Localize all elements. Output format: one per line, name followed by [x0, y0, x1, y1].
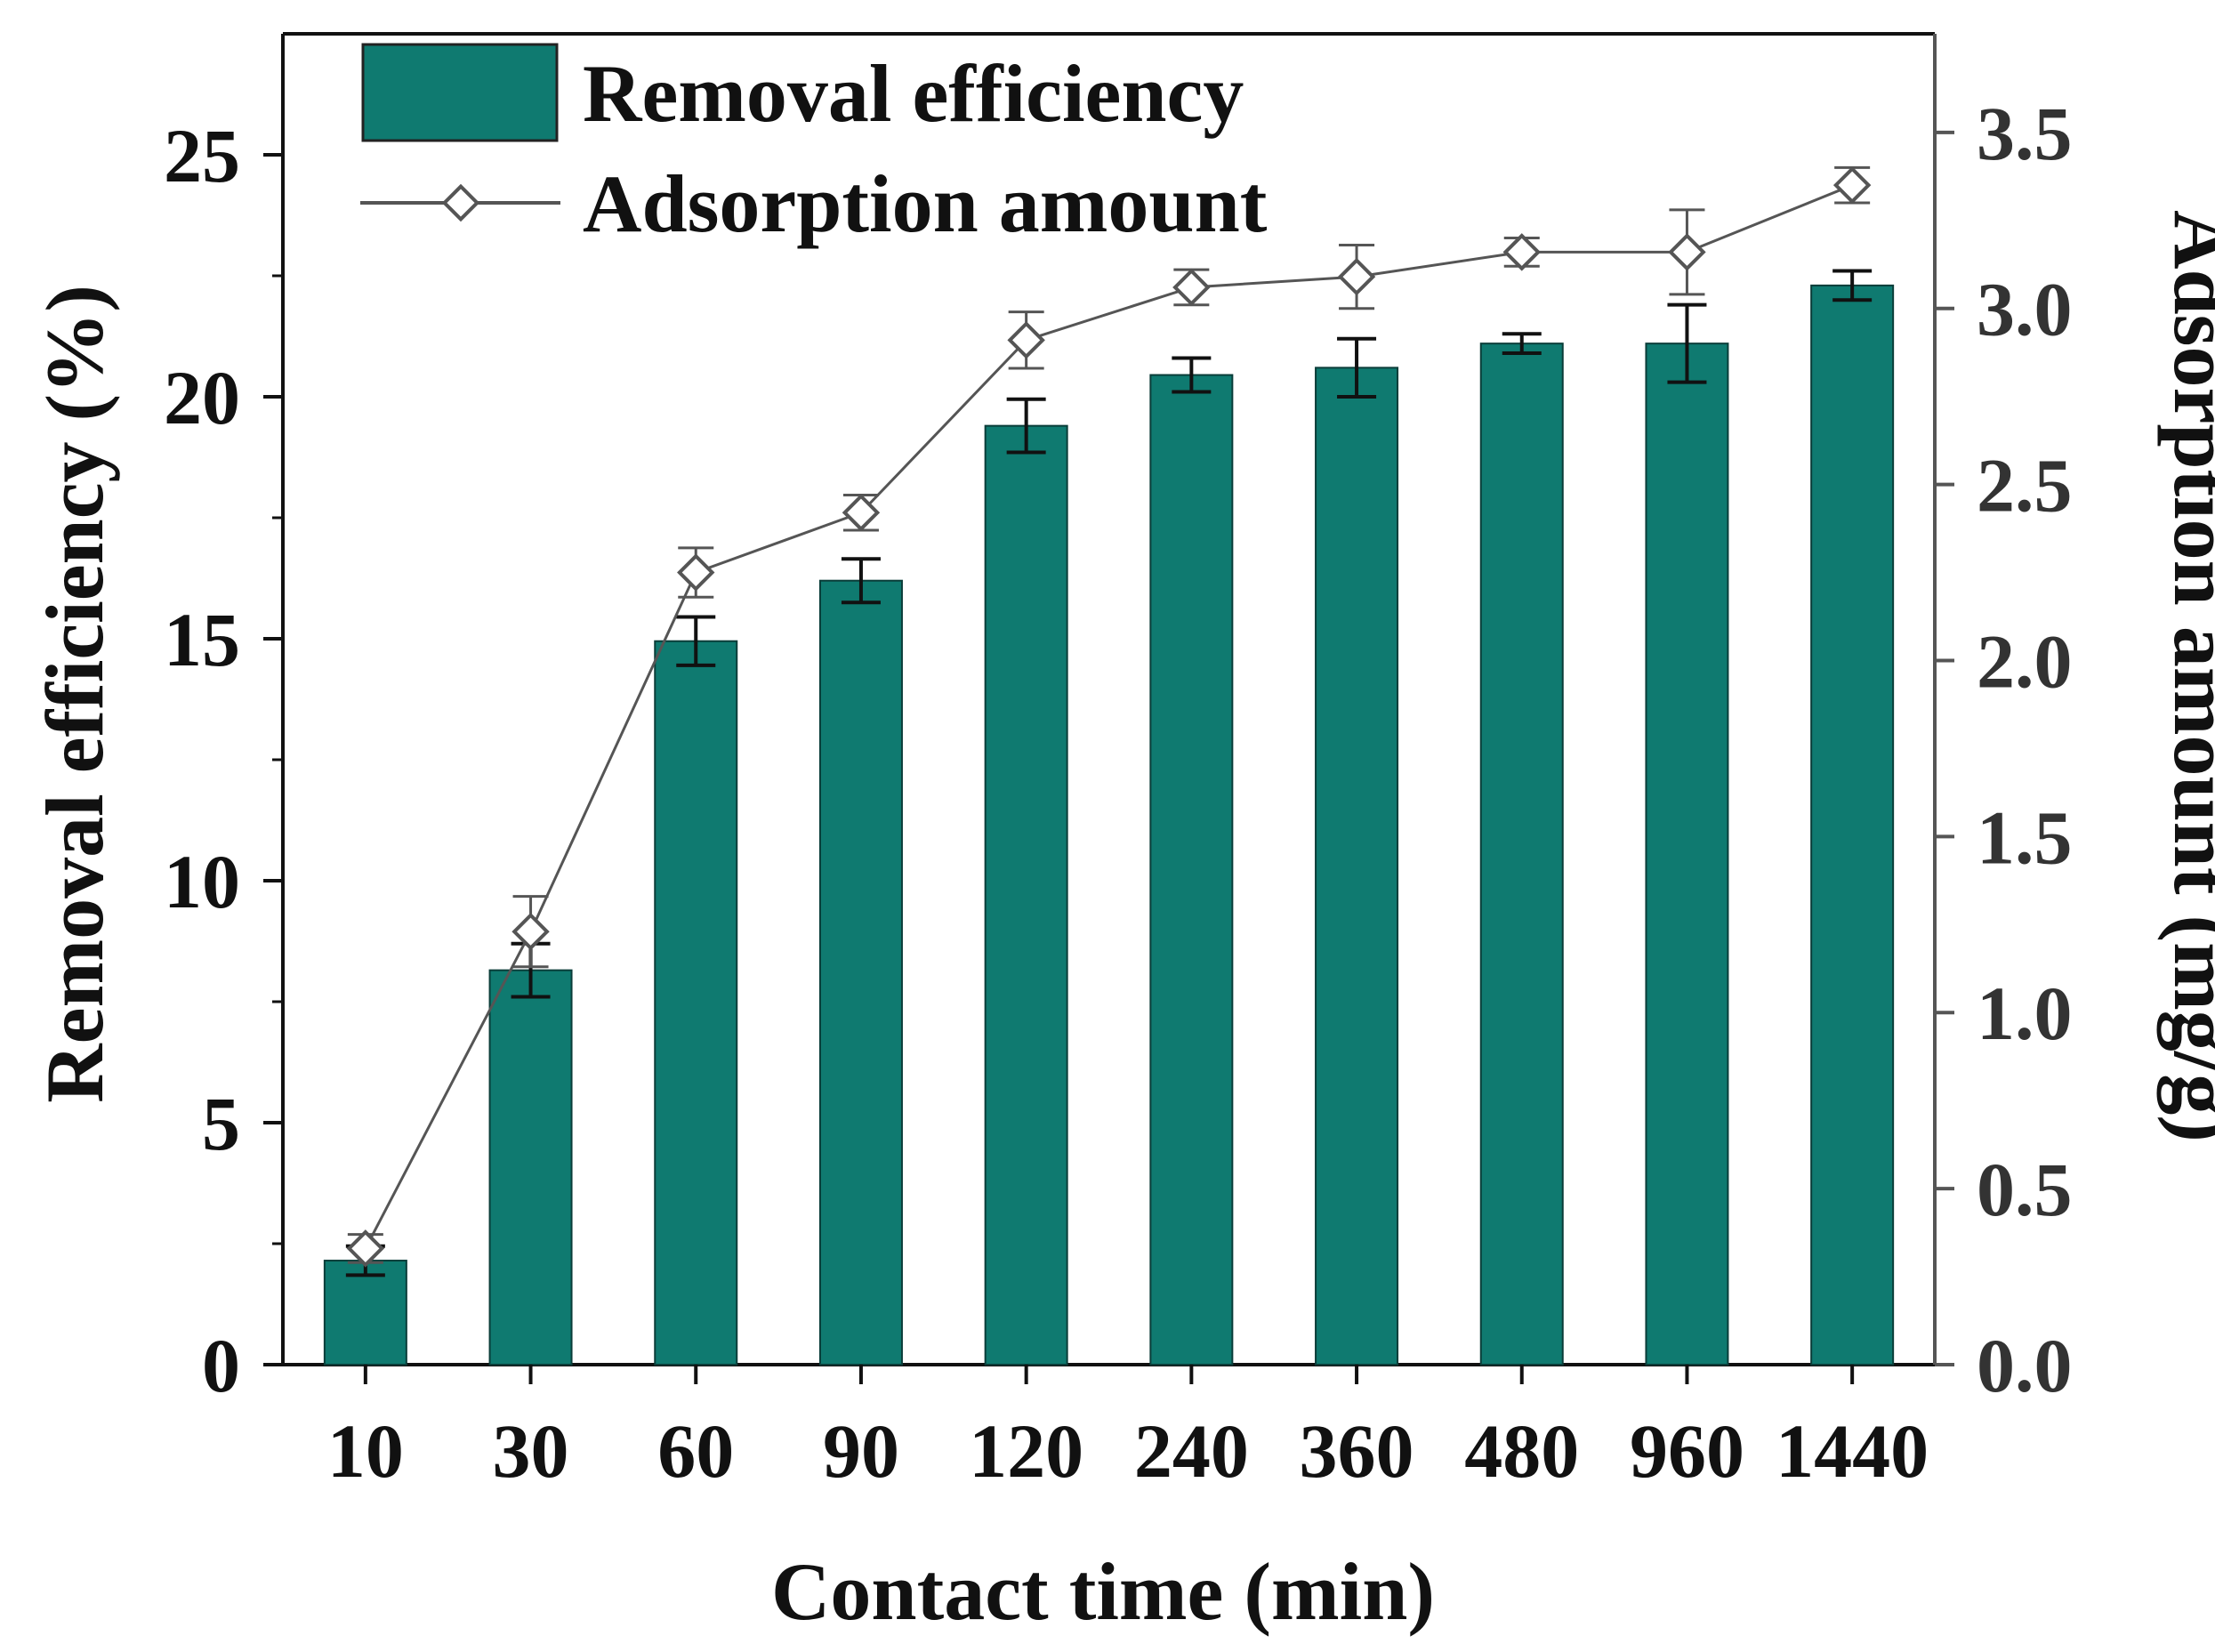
y-right-tick-label: 2.5 [1977, 443, 2073, 528]
point-adsorption-amount-480 [1502, 233, 1541, 271]
y-left-tick-label: 20 [164, 355, 240, 440]
bars-layer [323, 269, 1895, 1366]
line-adsorption-amount [364, 183, 1853, 1250]
bar-removal-efficiency-10 [323, 1260, 407, 1366]
point-adsorption-amount-1440 [1832, 165, 1872, 205]
y-right-tick-label: 0.5 [1977, 1147, 2073, 1232]
x-tick-label: 10 [327, 1408, 404, 1494]
bar-removal-efficiency-30 [488, 969, 573, 1366]
y-left-tick-label: 10 [164, 839, 240, 924]
x-tick-label: 360 [1300, 1408, 1414, 1494]
point-adsorption-amount-90 [842, 494, 881, 532]
x-tick-label: 480 [1464, 1408, 1579, 1494]
point-adsorption-amount-30 [511, 912, 550, 951]
y-right-tick-label: 1.5 [1977, 794, 2073, 880]
y-right-tick-label: 2.0 [1977, 618, 2073, 704]
x-tick-label: 240 [1134, 1408, 1249, 1494]
line-layer [346, 165, 1872, 1268]
y-right-tick-label: 3.0 [1977, 267, 2073, 352]
legend-label-removal-efficiency: Removal efficiency [583, 48, 1244, 139]
x-tick-label: 960 [1630, 1408, 1744, 1494]
y-left-tick-label: 15 [164, 597, 240, 682]
y-right-tick-label: 0.0 [1977, 1323, 2073, 1408]
x-tick-label: 30 [493, 1408, 569, 1494]
bar-removal-efficiency-240 [1149, 374, 1234, 1366]
x-tick-label: 90 [823, 1408, 899, 1494]
y-left-tick-label: 25 [164, 113, 240, 198]
legend-bar-swatch [361, 43, 559, 142]
bar-removal-efficiency-1440 [1810, 284, 1895, 1366]
x-tick-label: 120 [969, 1408, 1083, 1494]
y-left-tick-label: 0 [202, 1323, 240, 1408]
y-right-tick-label: 3.5 [1977, 91, 2073, 176]
bar-removal-efficiency-360 [1315, 367, 1399, 1366]
y-left-axis-title: Removal efficiency (%) [29, 285, 120, 1103]
bar-removal-efficiency-960 [1645, 342, 1729, 1366]
x-tick-label: 60 [657, 1408, 734, 1494]
y-right-tick-label: 1.0 [1977, 971, 2073, 1056]
legend-diamond-marker [441, 183, 480, 222]
point-adsorption-amount-240 [1172, 268, 1211, 307]
bar-removal-efficiency-120 [984, 424, 1068, 1366]
point-adsorption-amount-120 [1007, 321, 1045, 359]
bar-removal-efficiency-480 [1479, 342, 1564, 1366]
x-tick-label: 1440 [1776, 1408, 1929, 1494]
y-right-axis-title: Adsorption amount (mg/g) [2157, 210, 2215, 1142]
point-adsorption-amount-10 [346, 1229, 385, 1268]
legend: Removal efficiency Adsorption amount [360, 43, 1268, 249]
x-axis-title: Contact time (min) [771, 1546, 1435, 1637]
ticks-layer: 10 30 60 90 120 240 360 480 960 1440 0 5 10 15 20 25 0.0… [164, 91, 2073, 1494]
legend-label-adsorption-amount: Adsorption amount [583, 158, 1268, 249]
y-left-tick-label: 5 [202, 1081, 240, 1166]
point-adsorption-amount-60 [677, 553, 715, 592]
point-adsorption-amount-960 [1668, 233, 1706, 271]
bar-removal-efficiency-60 [654, 640, 738, 1366]
bar-removal-efficiency-90 [818, 579, 903, 1366]
point-adsorption-amount-360 [1337, 257, 1376, 296]
